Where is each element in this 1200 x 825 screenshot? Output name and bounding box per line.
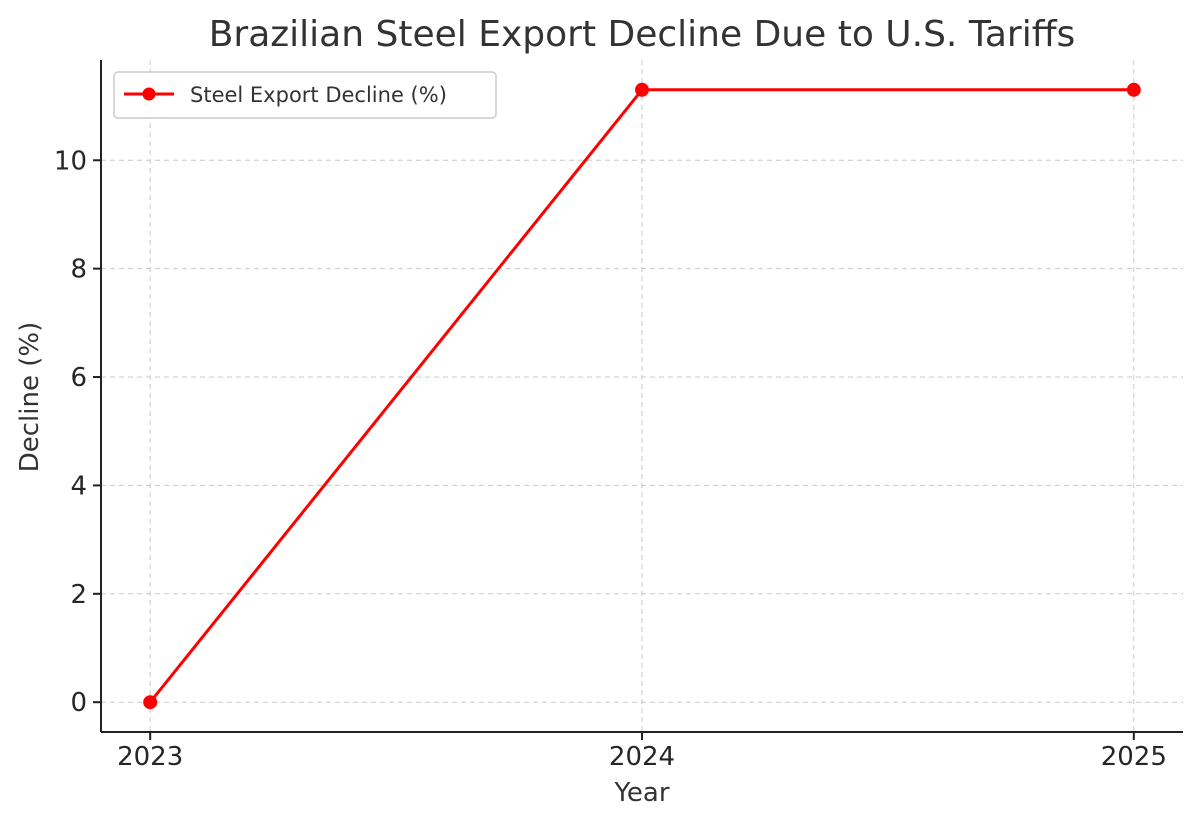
y-axis-label: Decline (%) <box>15 322 45 473</box>
grid <box>101 60 1183 732</box>
chart-title: Brazilian Steel Export Decline Due to U.… <box>209 14 1076 55</box>
legend-box <box>113 71 497 119</box>
data-point <box>143 695 158 710</box>
y-tick-label: 6 <box>70 363 87 393</box>
x-tick-label: 2023 <box>117 742 183 772</box>
x-tick-label: 2024 <box>609 742 675 772</box>
x-tick-label: 2025 <box>1101 742 1167 772</box>
legend: Steel Export Decline (%) <box>113 71 497 119</box>
x-axis-label: Year <box>613 778 669 808</box>
series-layer <box>143 82 1141 710</box>
y-tick-label: 2 <box>70 580 87 610</box>
data-point <box>1126 82 1141 97</box>
y-tick-label: 8 <box>70 255 87 285</box>
y-tick-label: 10 <box>54 146 87 176</box>
legend-marker-swatch <box>142 87 156 101</box>
y-tick-label: 4 <box>70 471 87 501</box>
y-tick-label: 0 <box>70 688 87 718</box>
axes: 0 2 4 6 8 10 2023 2024 2025 <box>54 60 1183 772</box>
data-point <box>635 82 649 97</box>
legend-label: Steel Export Decline (%) <box>190 83 447 107</box>
